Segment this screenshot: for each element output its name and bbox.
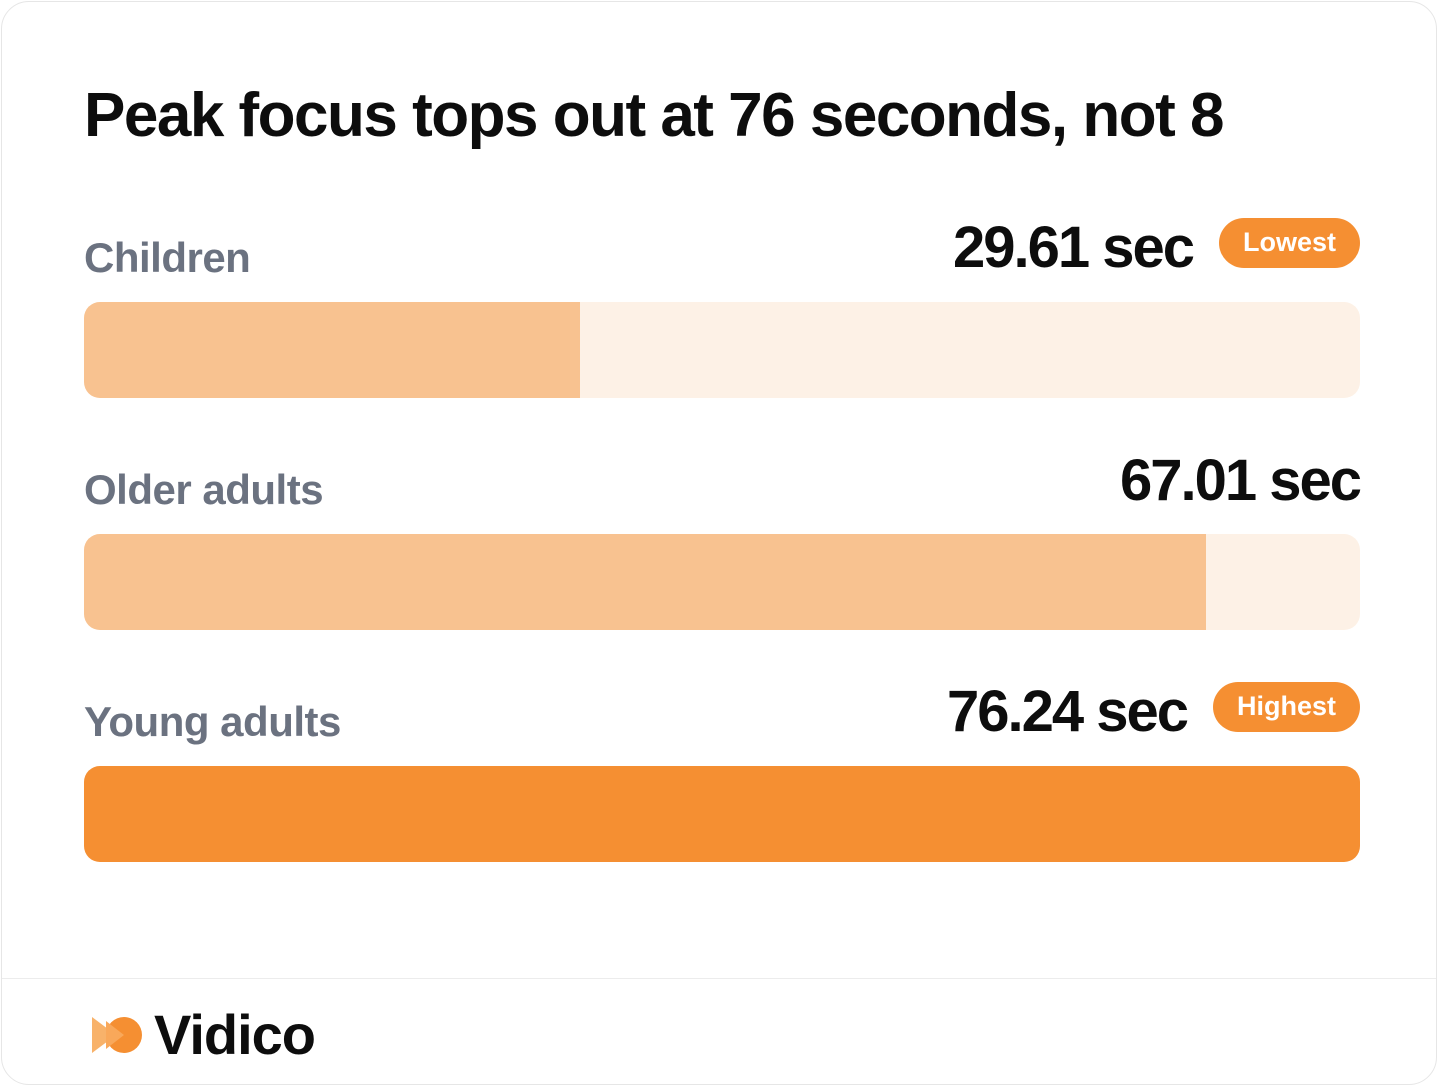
bar-row-young-adults: Young adults 76.24 sec Highest bbox=[84, 666, 1360, 862]
chart-title: Peak focus tops out at 76 seconds, not 8 bbox=[84, 81, 1224, 150]
bar-row-children: Children 29.61 sec Lowest bbox=[84, 202, 1360, 398]
bar-value-label: 29.61 sec bbox=[952, 215, 1195, 281]
bar-track bbox=[84, 766, 1360, 862]
brand-logo: Vidico bbox=[90, 1002, 316, 1067]
bar-track bbox=[84, 302, 1360, 398]
highest-badge: Highest bbox=[1212, 682, 1360, 732]
vidico-logo-icon bbox=[92, 1016, 142, 1053]
bar-young-adults bbox=[84, 766, 1360, 862]
bar-value-label: 67.01 sec bbox=[1119, 448, 1362, 513]
bar-label: Children bbox=[84, 234, 251, 281]
bar-older-adults bbox=[84, 534, 1206, 630]
bar-label: Young adults bbox=[84, 698, 341, 745]
bar-row-older-adults: Older adults 67.01 sec bbox=[84, 434, 1362, 630]
bar-value-label: 76.24 sec bbox=[946, 679, 1189, 745]
bar-children bbox=[84, 302, 580, 398]
footer-divider bbox=[2, 978, 1436, 979]
bar-label: Older adults bbox=[84, 466, 324, 513]
lowest-badge: Lowest bbox=[1218, 218, 1360, 268]
bar-track bbox=[84, 534, 1360, 630]
brand-name: Vidico bbox=[154, 1003, 316, 1066]
